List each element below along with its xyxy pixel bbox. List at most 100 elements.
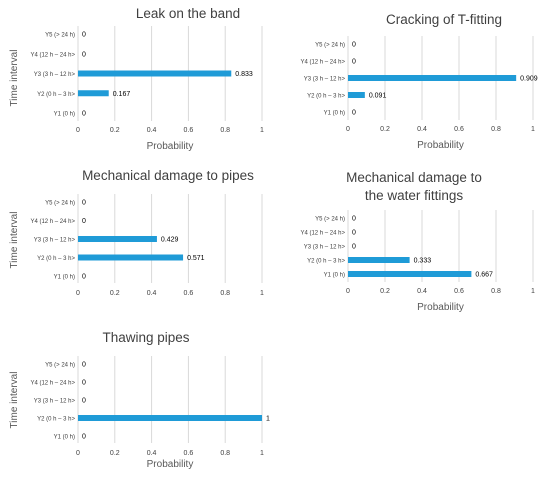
x-tick-label: 0.4 — [147, 450, 157, 457]
y-axis-label: Time interval — [9, 372, 20, 429]
x-tick-label: 0.6 — [184, 450, 194, 457]
data-label: 0.091 — [369, 93, 387, 100]
data-label: 0 — [352, 42, 356, 49]
data-label: 0.333 — [414, 258, 432, 265]
x-tick-label: 0.6 — [184, 290, 194, 297]
x-tick-label: 0.6 — [184, 127, 194, 134]
x-tick-label: 0.2 — [110, 290, 120, 297]
y-axis-label: Time interval — [9, 50, 20, 107]
y-axis-label: Time interval — [9, 212, 20, 269]
data-label: 0 — [82, 380, 86, 387]
y-tick-label: Y5 (> 24 h) — [45, 201, 75, 207]
y-tick-label: Y1 (0 h) — [54, 435, 75, 441]
bar — [78, 415, 262, 421]
x-tick-label: 0.6 — [454, 288, 464, 295]
y-tick-label: Y2 (0 h – 3 h> — [37, 256, 75, 262]
x-tick-label: 1 — [260, 127, 264, 134]
x-tick-label: 0.4 — [147, 290, 157, 297]
bar — [78, 70, 232, 77]
x-tick-label: 0.4 — [147, 127, 157, 134]
y-tick-label: Y5 (> 24 h) — [315, 43, 345, 49]
y-tick-label: Y4 (12 h – 24 h> — [300, 60, 345, 66]
y-tick-label: Y3 (3 h – 12 h> — [34, 72, 76, 78]
chart-title: the water fittings — [365, 188, 464, 203]
x-tick-label: 1 — [531, 126, 535, 133]
x-axis-label: Probability — [417, 140, 464, 151]
x-tick-label: 0 — [76, 127, 80, 134]
data-label: 0 — [82, 32, 86, 39]
x-tick-label: 0.8 — [491, 126, 501, 133]
bar — [78, 236, 157, 242]
data-label: 1 — [266, 416, 270, 423]
y-tick-label: Y3 (3 h – 12 h> — [34, 238, 76, 244]
data-label: 0.429 — [161, 237, 179, 244]
x-tick-label: 0 — [346, 126, 350, 133]
x-tick-label: 0 — [76, 450, 80, 457]
x-axis-label: Probability — [417, 302, 464, 313]
data-label: 0.833 — [235, 71, 253, 78]
x-tick-label: 0.6 — [454, 126, 464, 133]
data-label: 0 — [352, 59, 356, 66]
data-label: 0.667 — [475, 272, 493, 279]
x-tick-label: 1 — [260, 290, 264, 297]
y-tick-label: Y3 (3 h – 12 h> — [304, 77, 346, 83]
data-label: 0 — [352, 244, 356, 251]
y-tick-label: Y2 (0 h – 3 h> — [307, 259, 345, 265]
x-tick-label: 0.2 — [380, 126, 390, 133]
y-tick-label: Y5 (> 24 h) — [45, 33, 75, 39]
chart-title: Mechanical damage to — [346, 170, 482, 185]
data-label: 0.909 — [520, 76, 538, 83]
data-label: 0 — [82, 218, 86, 225]
y-tick-label: Y5 (> 24 h) — [315, 217, 345, 223]
bar — [78, 90, 109, 97]
data-label: 0 — [352, 230, 356, 237]
y-tick-label: Y1 (0 h) — [54, 112, 75, 118]
data-label: 0 — [82, 200, 86, 207]
x-tick-label: 0.2 — [380, 288, 390, 295]
x-tick-label: 0.8 — [491, 288, 501, 295]
bar — [348, 271, 472, 277]
data-label: 0 — [352, 110, 356, 117]
y-tick-label: Y3 (3 h – 12 h> — [34, 399, 76, 405]
y-tick-label: Y1 (0 h) — [324, 273, 345, 279]
data-label: 0 — [82, 362, 86, 369]
y-tick-label: Y4 (12 h – 24 h> — [30, 52, 75, 58]
bar — [78, 254, 184, 261]
y-tick-label: Y2 (0 h – 3 h> — [37, 417, 75, 423]
x-tick-label: 0.8 — [220, 290, 230, 297]
chart-title: Mechanical damage to pipes — [82, 168, 254, 183]
y-tick-label: Y4 (12 h – 24 h> — [300, 231, 345, 237]
y-tick-label: Y2 (0 h – 3 h> — [37, 92, 75, 98]
y-tick-label: Y1 (0 h) — [54, 275, 75, 281]
y-tick-label: Y1 (0 h) — [324, 111, 345, 117]
x-tick-label: 1 — [260, 450, 264, 457]
y-tick-label: Y4 (12 h – 24 h> — [30, 381, 75, 387]
data-label: 0 — [82, 274, 86, 281]
data-label: 0 — [82, 434, 86, 441]
y-tick-label: Y2 (0 h – 3 h> — [307, 94, 345, 100]
data-label: 0 — [82, 398, 86, 405]
data-label: 0 — [352, 216, 356, 223]
x-tick-label: 1 — [531, 288, 535, 295]
bar — [348, 75, 517, 81]
y-tick-label: Y4 (12 h – 24 h> — [30, 219, 75, 225]
x-tick-label: 0 — [76, 290, 80, 297]
data-label: 0.167 — [113, 91, 131, 98]
x-tick-label: 0.8 — [220, 127, 230, 134]
data-label: 0.571 — [187, 255, 205, 262]
y-tick-label: Y3 (3 h – 12 h> — [304, 245, 346, 251]
data-label: 0 — [82, 51, 86, 58]
chart-title: Thawing pipes — [102, 330, 189, 345]
x-tick-label: 0.4 — [417, 126, 427, 133]
x-tick-label: 0.2 — [110, 127, 120, 134]
x-tick-label: 0.4 — [417, 288, 427, 295]
bar — [348, 92, 365, 98]
x-axis-label: Probability — [147, 141, 194, 152]
x-tick-label: 0.2 — [110, 450, 120, 457]
bar — [348, 257, 410, 263]
chart-title: Leak on the band — [136, 6, 240, 21]
x-axis-label: Probability — [147, 459, 194, 470]
chart-title: Cracking of T-fitting — [386, 12, 502, 27]
